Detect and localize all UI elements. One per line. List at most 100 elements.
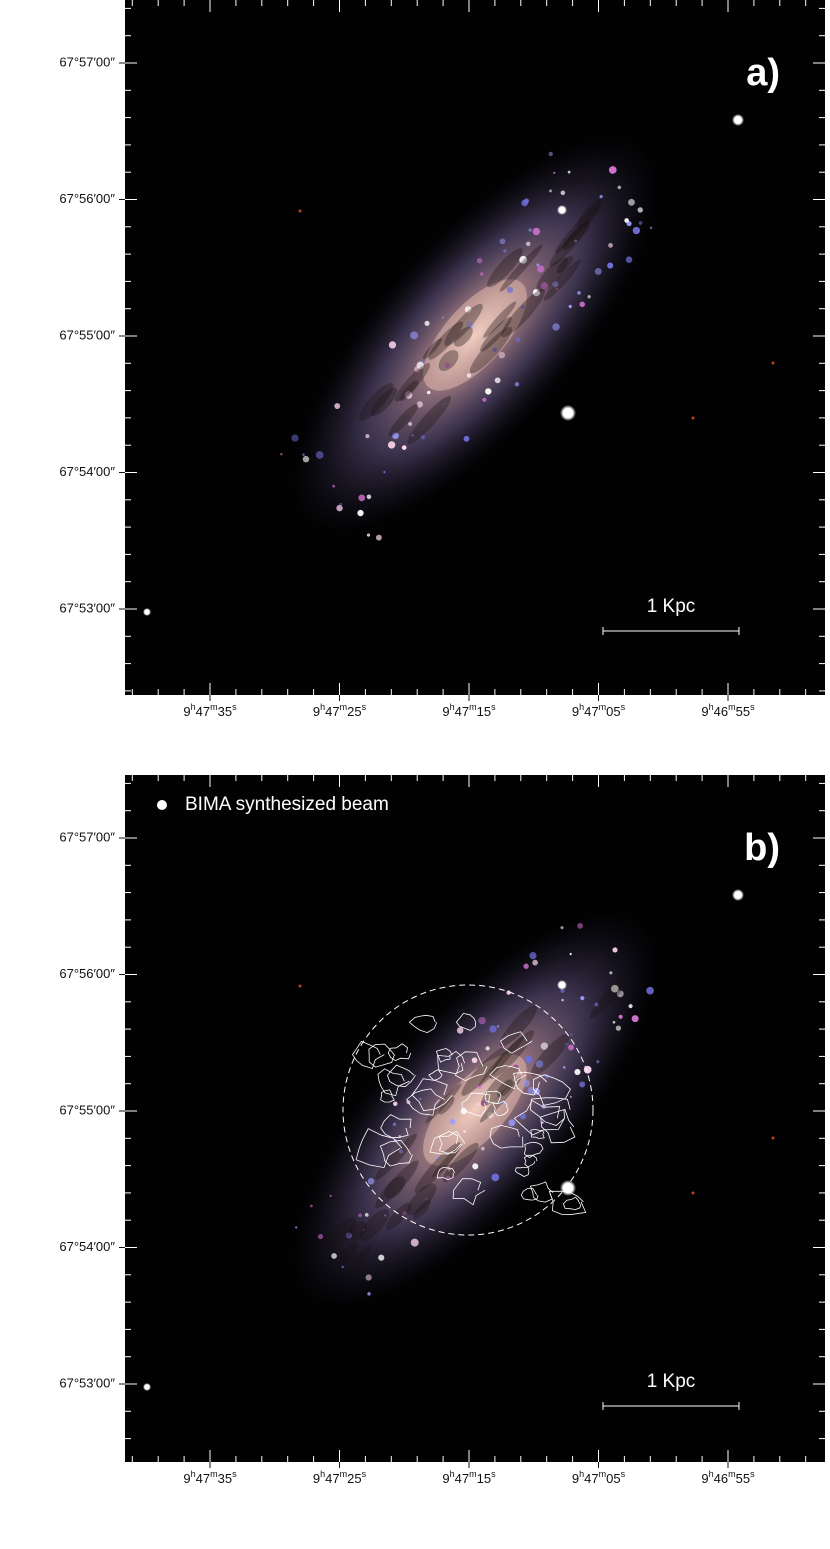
unit-value: 9 [442,704,449,719]
star-cluster [570,1033,573,1036]
star-cluster [367,1292,371,1296]
star-cluster [503,249,507,253]
co-contour [529,1181,554,1203]
star-cluster [402,1211,407,1216]
star-cluster [625,256,633,263]
star-cluster [574,239,578,243]
star-cluster [498,351,506,359]
unit-superscript: h [709,702,714,712]
dust-lane [536,257,569,293]
star-cluster [612,1020,616,1024]
galaxy [280,138,657,541]
star-cluster [638,221,643,225]
co-contour [529,1097,571,1126]
unit-value: 47 [325,1471,339,1486]
star-cluster [632,226,641,235]
unit-superscript: h [191,702,196,712]
co-contour [368,1043,396,1068]
dust-lane [531,1033,570,1076]
star-cluster [560,926,564,930]
dust-lane [487,248,523,288]
co-contour [436,1166,456,1181]
star-cluster [476,1102,480,1106]
star-cluster [392,1122,397,1127]
x-tick-label: 9h47m15s [442,1469,496,1486]
unit-value: 05 [606,704,620,719]
dust-lane [554,202,602,254]
x-tick-label: 9h47m25s [313,702,367,719]
co-contour [523,1141,544,1158]
star-cluster [480,1099,487,1106]
unit-value: 9 [183,1471,190,1486]
co-contour [387,1064,416,1088]
dust-lane [407,396,452,444]
star-cluster [568,1044,574,1051]
unit-value: 9 [701,704,708,719]
co-contour [380,1089,395,1103]
co-contour [380,1114,412,1139]
co-contour [513,1071,548,1096]
star-cluster [529,952,537,960]
star-cluster [579,1081,586,1088]
unit-value: 46 [714,1471,728,1486]
galaxy-disk [293,913,657,1307]
star-cluster [628,1004,633,1009]
star-cluster [608,242,613,248]
unit-value: 47 [584,704,598,719]
co-contour [514,1166,530,1177]
star-cluster [434,1156,441,1162]
unit-superscript: h [191,1469,196,1479]
y-tick-label: 67°53′00″ [59,1375,115,1390]
star-cluster [553,171,556,174]
star-cluster [477,1084,482,1089]
star-cluster [362,1228,365,1231]
star-cluster [532,288,541,297]
unit-superscript: h [320,702,325,712]
unit-value: 9 [572,704,579,719]
x-tick-label: 9h47m35s [183,1469,237,1486]
co-contour [455,1012,477,1031]
co-contour [429,1130,462,1155]
star-cluster [367,1177,375,1185]
dust-lane [496,1079,514,1097]
star-cluster [366,494,372,500]
red-star [298,209,302,213]
star-cluster [280,452,283,456]
unit-value: 9 [701,1471,708,1486]
star-cluster [364,1213,369,1217]
star-cluster [466,373,472,378]
star-cluster [612,947,618,953]
star-cluster [466,321,474,330]
co-contour [387,1043,412,1062]
co-contour [562,1196,582,1211]
star-cluster [375,534,382,541]
star-cluster [315,451,324,459]
star [143,608,151,616]
star-cluster [567,170,571,174]
unit-superscript: s [362,1469,367,1479]
star-cluster [548,151,553,157]
star-cluster [408,421,413,426]
unit-superscript: h [320,1469,325,1479]
star-cluster [616,990,624,998]
star-cluster [336,504,343,512]
star-cluster [564,1042,568,1046]
x-tick-label: 9h47m35s [183,702,237,719]
unit-value: 55 [736,704,750,719]
unit-superscript: s [232,702,237,712]
red-star [298,984,302,988]
scale-bar-label: 1 Kpc [647,596,696,617]
y-tick-label: 67°54′00″ [59,1239,115,1254]
dust-lane [344,1245,373,1276]
star-cluster [560,190,566,196]
co-contour [408,1014,438,1034]
unit-value: 47 [584,1471,598,1486]
dust-lane [375,1160,419,1209]
star-cluster [358,494,366,502]
star-cluster [404,391,413,399]
dust-lane [571,166,590,187]
star-cluster [463,1130,466,1133]
unit-superscript: s [621,702,626,712]
star-cluster [615,1025,622,1031]
star-cluster [649,226,653,230]
